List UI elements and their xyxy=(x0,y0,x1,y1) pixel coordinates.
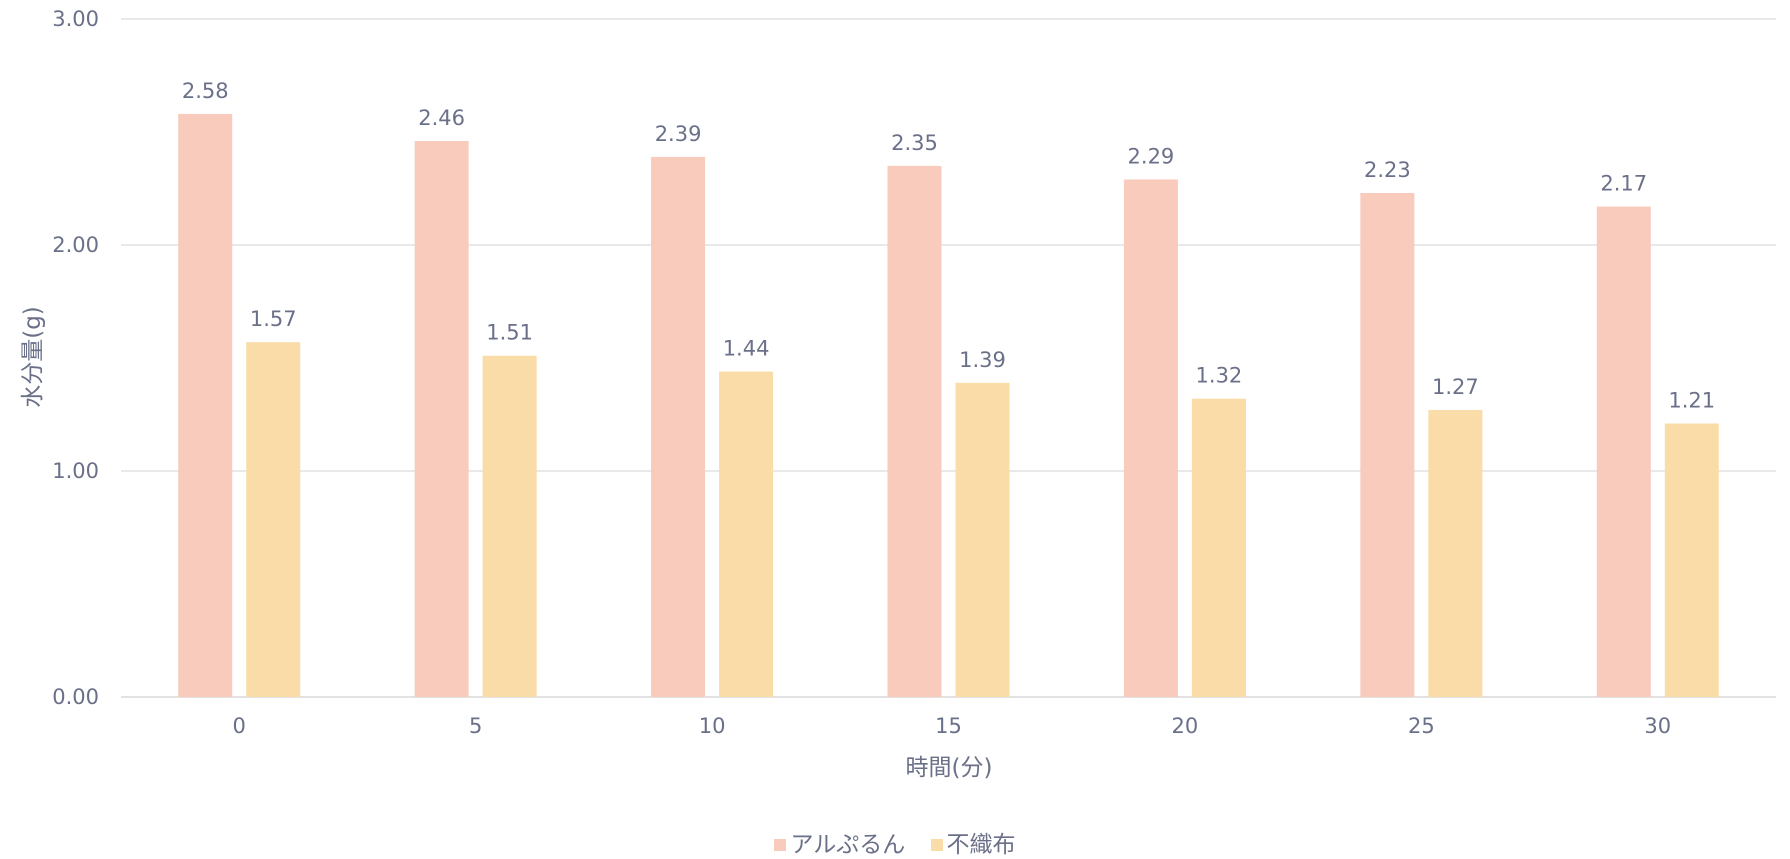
data-label: 1.51 xyxy=(486,321,533,345)
x-tick-label: 5 xyxy=(469,714,482,738)
data-label: 1.27 xyxy=(1432,375,1479,399)
bars xyxy=(178,113,1719,698)
legend-label: アルぷるん xyxy=(790,832,906,858)
x-tick-label: 30 xyxy=(1644,714,1671,738)
data-label: 2.39 xyxy=(655,122,702,146)
data-label: 1.32 xyxy=(1196,364,1243,388)
y-tick-label: 1.00 xyxy=(52,459,99,483)
bar-series-1 xyxy=(1360,193,1415,697)
bar-series-1 xyxy=(414,141,469,698)
data-label: 1.57 xyxy=(250,307,297,331)
bar-series-2 xyxy=(1664,423,1719,697)
legend-item-series-2: 不織布 xyxy=(930,825,1016,859)
data-label: 1.39 xyxy=(959,348,1006,372)
legend-label: 不織布 xyxy=(946,832,1016,858)
data-label: 1.21 xyxy=(1668,389,1715,413)
data-label: 1.44 xyxy=(723,337,770,361)
x-axis-ticks: 0 5 10 15 20 25 30 xyxy=(233,714,1672,738)
legend: アルぷるん 不織布 xyxy=(0,825,1790,859)
bar-series-2 xyxy=(1191,398,1246,697)
data-label: 2.58 xyxy=(182,79,229,103)
bar-series-1 xyxy=(887,165,942,697)
x-axis-title: 時間(分) xyxy=(906,755,993,781)
data-labels: 2.58 1.57 2.46 1.51 2.39 1.44 2.35 1.39 2.29 1.32… xyxy=(182,79,1715,413)
data-label: 2.29 xyxy=(1128,144,1175,168)
y-axis-title: 水分量(g) xyxy=(20,306,46,408)
y-tick-label: 3.00 xyxy=(52,7,99,31)
legend-swatch xyxy=(930,839,943,851)
data-label: 2.23 xyxy=(1364,158,1411,182)
bar-series-2 xyxy=(246,342,301,697)
y-tick-label: 0.00 xyxy=(52,685,99,709)
x-tick-label: 15 xyxy=(935,714,962,738)
data-label: 2.46 xyxy=(418,106,465,130)
x-tick-label: 20 xyxy=(1172,714,1199,738)
x-tick-label: 10 xyxy=(699,714,726,738)
gridlines xyxy=(121,18,1776,698)
data-label: 2.35 xyxy=(891,131,938,155)
x-tick-label: 25 xyxy=(1408,714,1435,738)
bar-series-1 xyxy=(1123,179,1178,697)
bar-series-2 xyxy=(955,382,1010,697)
bar-series-2 xyxy=(719,371,774,697)
bar-series-2 xyxy=(482,355,537,697)
y-tick-label: 2.00 xyxy=(52,233,99,257)
data-label: 2.17 xyxy=(1600,172,1647,196)
bar-series-1 xyxy=(1596,206,1651,697)
y-axis-ticks: 0.00 1.00 2.00 3.00 xyxy=(52,7,99,709)
bar-series-1 xyxy=(178,113,233,698)
legend-swatch xyxy=(774,839,787,851)
legend-item-series-1: アルぷるん xyxy=(774,825,905,859)
bar-series-2 xyxy=(1428,409,1483,697)
bar-series-1 xyxy=(651,156,706,698)
x-tick-label: 0 xyxy=(233,714,246,738)
